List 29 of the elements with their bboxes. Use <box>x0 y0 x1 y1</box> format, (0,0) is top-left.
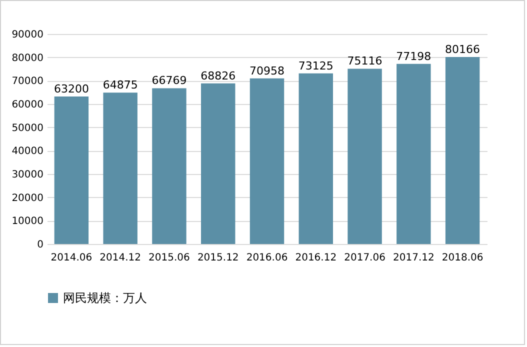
x-tick-label: 2017.12 <box>392 252 434 264</box>
x-tick-label: 2016.12 <box>295 252 337 264</box>
x-tick-label: 2015.06 <box>148 252 190 264</box>
data-label: 77198 <box>396 50 432 63</box>
y-tick-label: 90000 <box>12 30 44 40</box>
legend-label: 网民规模：万人 <box>63 291 147 305</box>
y-tick-label: 60000 <box>12 100 44 110</box>
data-label: 75116 <box>347 54 382 68</box>
y-tick-label: 50000 <box>12 122 44 134</box>
data-label: 73125 <box>298 59 334 72</box>
x-tick-label: 2018.06 <box>442 252 484 264</box>
y-tick-label: 70000 <box>12 76 44 88</box>
x-tick-label: 2017.06 <box>344 252 386 264</box>
x-tick-label: 2014.12 <box>100 252 142 264</box>
data-label: 68826 <box>200 69 236 82</box>
x-tick-label: 2015.12 <box>197 252 239 264</box>
y-tick-label: 20000 <box>12 192 44 204</box>
y-tick-label: 30000 <box>12 170 44 180</box>
y-tick-label: 40000 <box>12 146 44 158</box>
x-tick-label: 2016.06 <box>246 252 288 264</box>
y-tick-label: 80000 <box>12 52 44 64</box>
y-tick-label: 0 <box>37 240 44 250</box>
y-tick-label: 10000 <box>12 216 44 228</box>
data-label: 64875 <box>102 78 138 92</box>
data-label: 63200 <box>54 82 89 96</box>
x-tick-label: 2014.06 <box>50 252 92 264</box>
data-label: 70958 <box>250 64 284 78</box>
data-label: 80166 <box>445 42 480 56</box>
data-label: 66769 <box>152 74 187 88</box>
